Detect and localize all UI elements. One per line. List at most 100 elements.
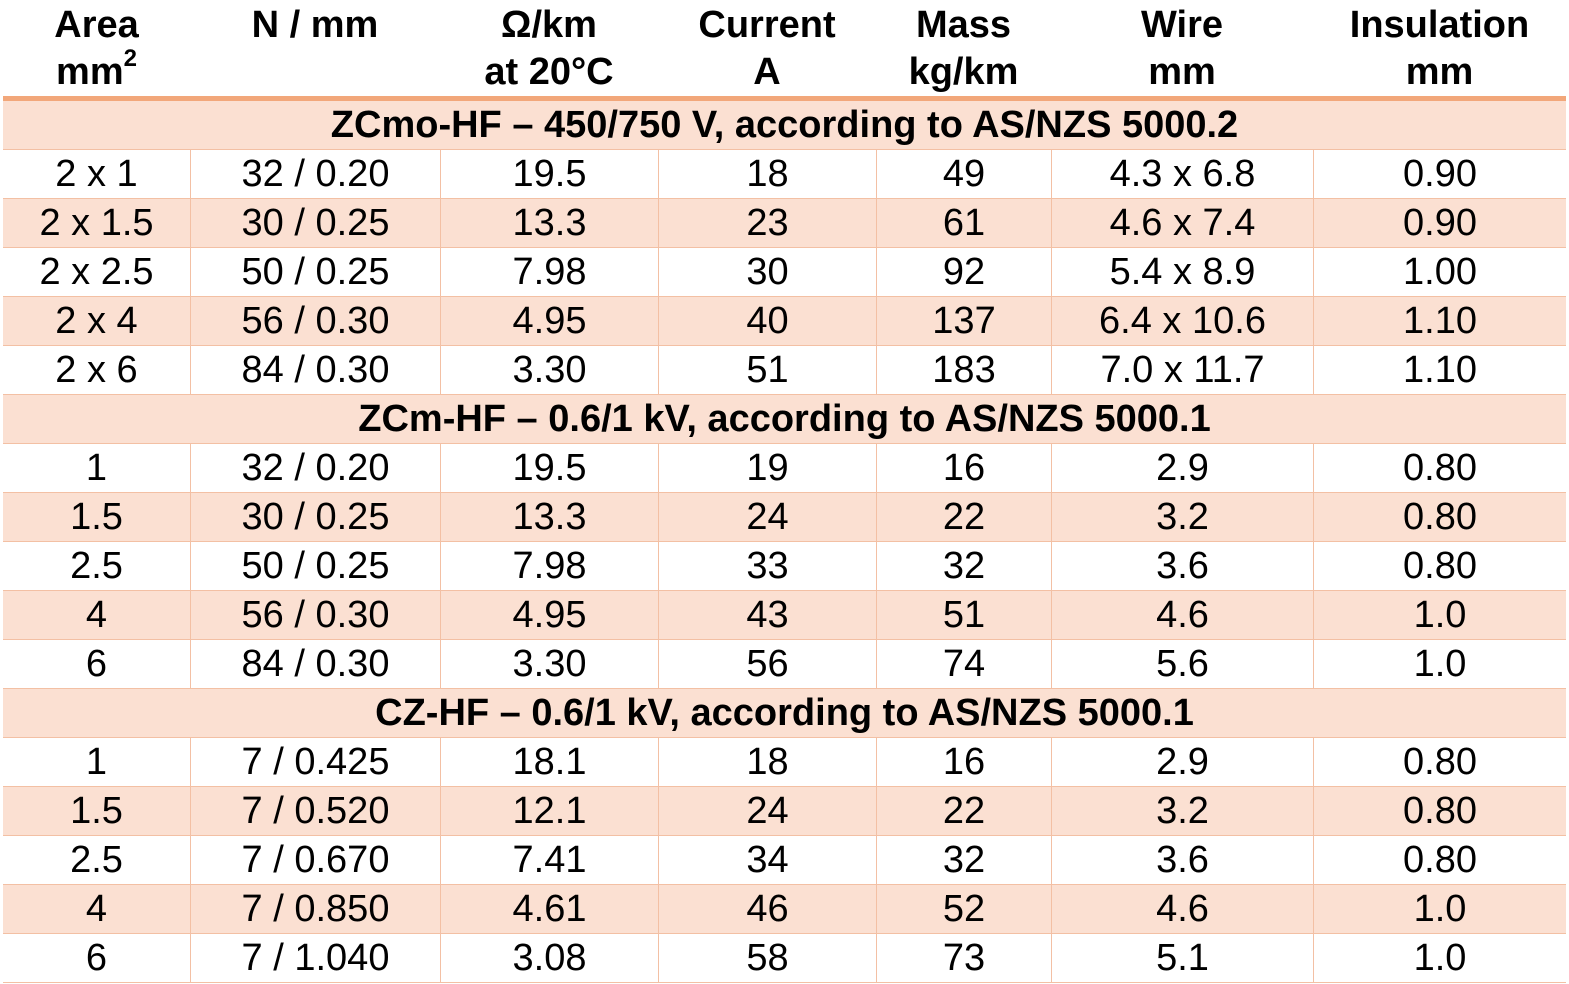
cell-area: 2.5	[70, 838, 123, 881]
cell-insulation: 1.0	[1313, 885, 1566, 933]
cell-mass: 16	[876, 738, 1051, 786]
cell-current: 24	[658, 787, 876, 835]
cell-insulation: 1.0	[1313, 640, 1566, 688]
cell-mass: 52	[876, 885, 1051, 933]
cell-insulation: 0.80	[1313, 493, 1566, 541]
cell-area: 2 x 2.5	[39, 250, 154, 293]
cell-strands: 32 / 0.20	[190, 150, 440, 198]
cell-mass: 183	[876, 346, 1051, 394]
cell-insulation: 1.0	[1313, 934, 1566, 982]
cell-insulation: 1.10	[1313, 297, 1566, 345]
cell-resistance: 4.95	[440, 297, 658, 345]
table-row: 6 7 / 1.040 3.08 58 73 5.1 1.0	[3, 934, 1566, 983]
cell-current: 33	[658, 542, 876, 590]
header-line2: A	[753, 51, 781, 93]
table-row: 2 x 1 32 / 0.20 19.5 18 49 4.3 x 6.8 0.90	[3, 150, 1566, 199]
cell-wire: 7.0 x 11.7	[1051, 346, 1313, 394]
header-line1: Area	[54, 4, 139, 46]
cell-current: 30	[658, 248, 876, 296]
cell-current: 23	[658, 199, 876, 247]
cell-wire: 5.1	[1051, 934, 1313, 982]
table-row: 1.5 30 / 0.25 13.3 24 22 3.2 0.80	[3, 493, 1566, 542]
cell-strands: 84 / 0.30	[190, 346, 440, 394]
table-row: 1.5 7 / 0.520 12.1 24 22 3.2 0.80	[3, 787, 1566, 836]
header-strands: N / mm	[190, 0, 440, 97]
cell-mass: 22	[876, 493, 1051, 541]
table-header: Area mm2 N / mm Ω/km at 20°C Current A M…	[0, 0, 1569, 97]
cell-insulation: 1.10	[1313, 346, 1566, 394]
cell-wire: 3.6	[1051, 542, 1313, 590]
header-line2: mm	[56, 51, 124, 93]
cell-area: 6	[85, 642, 108, 685]
cell-resistance: 18.1	[440, 738, 658, 786]
cell-strands: 7 / 0.850	[190, 885, 440, 933]
cell-resistance: 13.3	[440, 199, 658, 247]
section-title: ZCmo-HF – 450/750 V, according to AS/NZS…	[3, 101, 1566, 150]
cell-area: 1.5	[70, 789, 123, 832]
cell-area: 2 x 1.5	[39, 201, 154, 244]
cell-insulation: 0.90	[1313, 199, 1566, 247]
cell-area: 1	[85, 446, 108, 489]
cell-insulation: 0.80	[1313, 787, 1566, 835]
header-current: Current A	[658, 0, 876, 97]
cell-resistance: 7.41	[440, 836, 658, 884]
header-line2: at 20°C	[484, 51, 614, 93]
cell-strands: 7 / 1.040	[190, 934, 440, 982]
cell-wire: 4.6	[1051, 591, 1313, 639]
cell-resistance: 4.61	[440, 885, 658, 933]
cell-insulation: 0.80	[1313, 738, 1566, 786]
cell-insulation: 0.80	[1313, 444, 1566, 492]
cell-current: 40	[658, 297, 876, 345]
header-superscript: 2	[123, 45, 137, 73]
header-mass: Mass kg/km	[876, 0, 1051, 97]
cell-insulation: 0.90	[1313, 150, 1566, 198]
cell-area: 4	[85, 593, 108, 636]
header-line2: kg/km	[908, 51, 1019, 93]
header-divider	[3, 96, 1566, 101]
cell-area: 1	[85, 740, 108, 783]
cell-resistance: 7.98	[440, 248, 658, 296]
cell-resistance: 19.5	[440, 150, 658, 198]
cell-strands: 7 / 0.670	[190, 836, 440, 884]
cell-area: 4	[85, 887, 108, 930]
header-line1: Mass	[915, 4, 1012, 46]
header-resistance: Ω/km at 20°C	[440, 0, 658, 97]
cell-mass: 51	[876, 591, 1051, 639]
cell-mass: 16	[876, 444, 1051, 492]
cell-resistance: 13.3	[440, 493, 658, 541]
cell-current: 19	[658, 444, 876, 492]
table-row: 2 x 2.5 50 / 0.25 7.98 30 92 5.4 x 8.9 1.00	[3, 248, 1566, 297]
cell-current: 56	[658, 640, 876, 688]
cell-mass: 32	[876, 542, 1051, 590]
header-area: Area mm2	[3, 0, 190, 97]
cell-current: 51	[658, 346, 876, 394]
cell-mass: 73	[876, 934, 1051, 982]
cell-wire: 3.2	[1051, 787, 1313, 835]
table-row: 2 x 6 84 / 0.30 3.30 51 183 7.0 x 11.7 1.10	[3, 346, 1566, 395]
table-row: 1 7 / 0.425 18.1 18 16 2.9 0.80	[3, 738, 1566, 787]
cell-wire: 2.9	[1051, 444, 1313, 492]
header-insulation: Insulation mm	[1313, 0, 1566, 97]
cell-area: 2 x 1	[55, 152, 138, 195]
cell-insulation: 1.0	[1313, 591, 1566, 639]
cell-area: 2 x 6	[55, 348, 138, 391]
header-wire: Wire mm	[1051, 0, 1313, 97]
cell-area: 2 x 4	[55, 299, 138, 342]
section-title: CZ-HF – 0.6/1 kV, according to AS/NZS 50…	[3, 689, 1566, 738]
table-row: 4 56 / 0.30 4.95 43 51 4.6 1.0	[3, 591, 1566, 640]
header-line1: Wire	[1140, 4, 1223, 46]
cell-resistance: 3.30	[440, 346, 658, 394]
cell-wire: 6.4 x 10.6	[1051, 297, 1313, 345]
table-row: 2 x 1.5 30 / 0.25 13.3 23 61 4.6 x 7.4 0.90	[3, 199, 1566, 248]
cell-mass: 74	[876, 640, 1051, 688]
cell-current: 46	[658, 885, 876, 933]
cell-strands: 7 / 0.425	[190, 738, 440, 786]
cell-current: 58	[658, 934, 876, 982]
header-line1: Ω/km	[501, 4, 597, 46]
table-row: 6 84 / 0.30 3.30 56 74 5.6 1.0	[3, 640, 1566, 689]
cell-wire: 4.6	[1051, 885, 1313, 933]
cell-mass: 61	[876, 199, 1051, 247]
cell-resistance: 4.95	[440, 591, 658, 639]
cell-mass: 49	[876, 150, 1051, 198]
